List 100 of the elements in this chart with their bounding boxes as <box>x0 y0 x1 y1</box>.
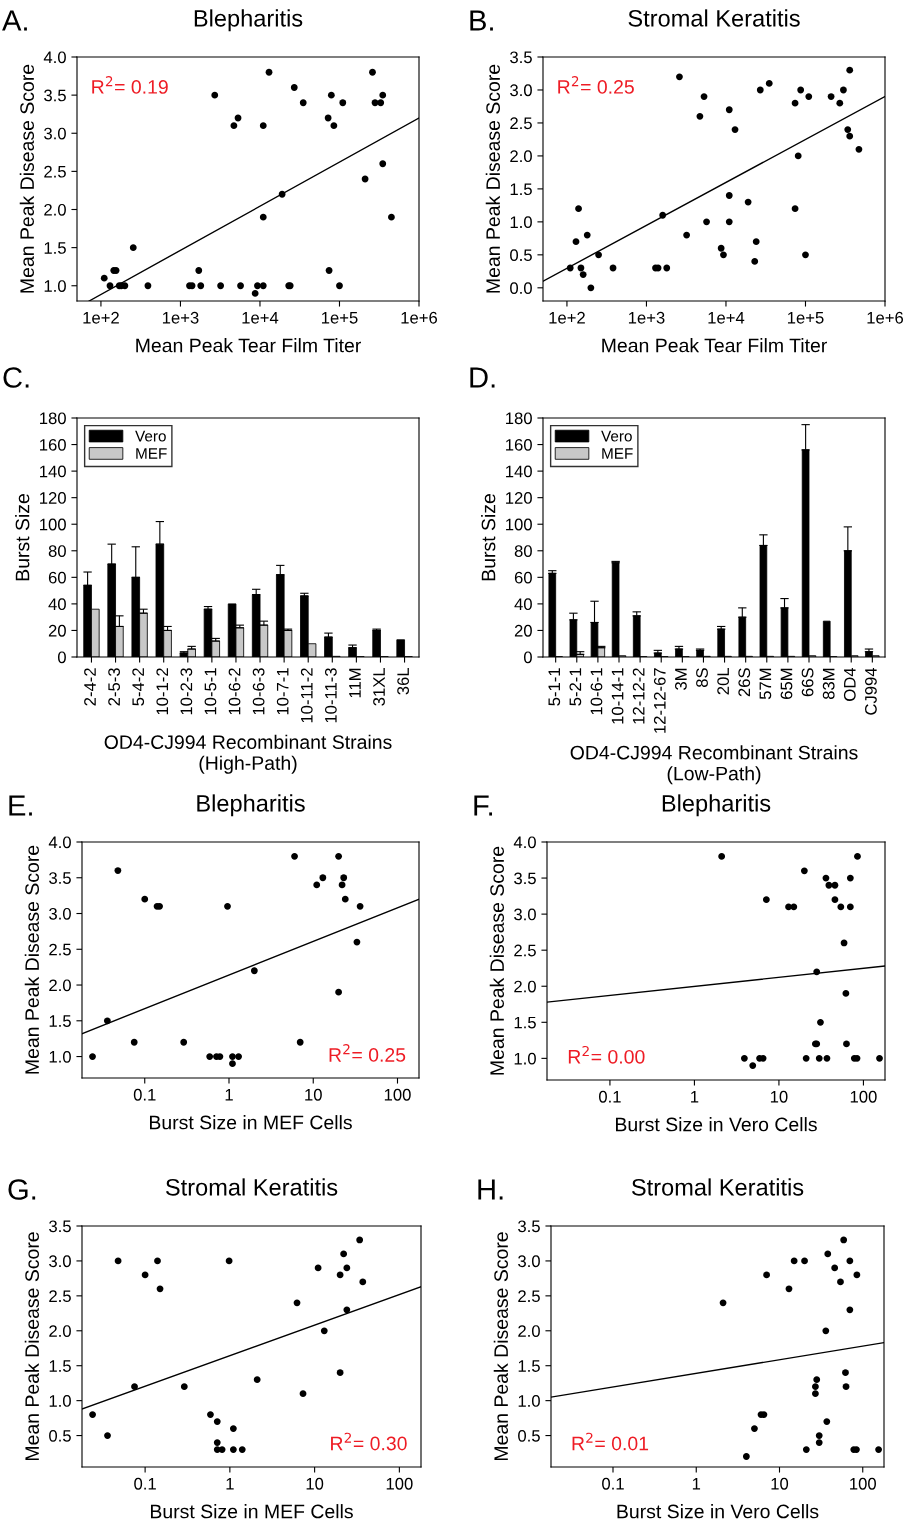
x-tick-label: 12-12-67 <box>653 668 666 733</box>
y-tick-label: 1.5 <box>49 1360 71 1372</box>
legend-label: MEF <box>602 448 633 459</box>
x-axis-title: Burst Size in MEF Cells <box>149 1115 352 1130</box>
y-tick-label: 20 <box>48 624 66 637</box>
y-tick-label: 2.0 <box>49 1325 71 1337</box>
x-tick-label: 20L <box>717 667 730 695</box>
x-axis-title: Mean Peak Tear Film Titer <box>136 338 361 353</box>
y-tick-label: 1.5 <box>49 1015 71 1027</box>
annotation: R$^{2}$= 0.25 <box>329 1044 406 1062</box>
x-tick-label: 10 <box>306 1477 324 1490</box>
text: E. <box>9 795 32 816</box>
x-tick-label: 26S <box>738 668 751 697</box>
y-tick-label: 3.0 <box>510 84 532 97</box>
text: B. <box>470 10 493 31</box>
x-axis-title: OD4-CJ994 Recombinant Strains (Low-Path) <box>570 745 858 785</box>
annotation: R$^{2}$= 0.19 <box>92 76 168 94</box>
x-tick-label: 1e+3 <box>162 311 199 324</box>
x-tick-label: 2-5-3 <box>108 668 121 706</box>
x-tick-label: 1e+2 <box>83 311 119 324</box>
x-tick-label: 3M <box>675 668 687 690</box>
x-axis-title: Burst Size in MEF Cells <box>150 1504 353 1519</box>
y-tick-label: 40 <box>48 598 66 611</box>
x-tick-label: 2-4-2 <box>84 668 96 706</box>
y-tick-label: 1.5 <box>518 1360 540 1372</box>
y-tick-label: 160 <box>40 438 66 451</box>
y-tick-label: 1.0 <box>518 1395 540 1407</box>
y-tick-label: 1.5 <box>44 242 66 254</box>
y-tick-label: 80 <box>514 545 532 557</box>
x-tick-label: 1e+5 <box>787 312 824 324</box>
x-tick-label: 8S <box>696 668 708 688</box>
chart-title: Blepharitis <box>662 794 771 817</box>
x-tick-label: 100 <box>850 1477 876 1490</box>
y-tick-label: 3.5 <box>514 872 536 885</box>
y-tick-label: 3.0 <box>514 908 536 921</box>
x-tick-label: 10-6-2 <box>228 668 241 715</box>
x-tick-label: OD4 <box>843 667 856 701</box>
x-tick-label: 83M <box>822 668 835 700</box>
x-tick-label: 1 <box>225 1089 233 1101</box>
chart-title: Stromal Keratitis <box>628 9 800 27</box>
annotation: R$^{2}$= 0.30 <box>331 1432 407 1451</box>
x-tick-label: 5-4-2 <box>132 668 145 706</box>
x-tick-label: 10-14-1 <box>611 668 624 724</box>
y-tick-label: 0.5 <box>49 1429 71 1442</box>
x-tick-label: 10-5-1 <box>204 668 217 715</box>
y-tick-label: 1.0 <box>514 1052 536 1065</box>
legend-label: Vero <box>135 430 166 442</box>
y-axis-title: Mean Peak Disease Score <box>485 64 501 293</box>
y-tick-label: 80 <box>48 545 66 557</box>
text: H. <box>478 1179 503 1200</box>
y-tick-label: 2.0 <box>49 979 71 992</box>
y-tick-label: 3.5 <box>518 1220 540 1233</box>
y-tick-label: 1.0 <box>49 1050 71 1063</box>
y-tick-label: 120 <box>40 492 66 504</box>
y-tick-label: 3.5 <box>49 1220 71 1233</box>
y-tick-label: 2.5 <box>514 944 536 957</box>
y-tick-label: 3.0 <box>49 907 71 920</box>
x-tick-label: 1e+5 <box>321 312 358 324</box>
x-tick-label: 10-6-3 <box>252 668 265 715</box>
annotation: R$^{2}$= 0.01 <box>572 1432 649 1451</box>
y-tick-label: 3.0 <box>518 1255 540 1268</box>
x-axis-title: OD4-CJ994 Recombinant Strains (High-Path) <box>104 734 392 774</box>
legend-label: Vero <box>601 430 632 442</box>
y-tick-label: 2.5 <box>49 943 71 956</box>
y-tick-label: 60 <box>514 571 532 584</box>
y-axis-title: Burst Size <box>15 494 30 581</box>
x-tick-label: 66S <box>801 668 814 697</box>
chart-title: Blepharitis <box>194 9 303 32</box>
x-tick-label: 10-6-1 <box>590 668 603 715</box>
x-tick-label: 10-1-2 <box>156 668 169 715</box>
x-tick-label: 10 <box>305 1088 322 1101</box>
y-tick-label: 2.0 <box>514 980 536 993</box>
x-tick-label: 0.1 <box>599 1090 621 1103</box>
chart-title: Stromal Keratitis <box>631 1178 804 1196</box>
text: A. <box>2 10 27 31</box>
x-tick-label: 5-1-1 <box>548 668 561 706</box>
y-tick-label: 140 <box>506 465 532 478</box>
annotation: R$^{2}$= 0.00 <box>568 1045 645 1064</box>
text: F. <box>474 795 493 816</box>
x-tick-label: 1 <box>226 1478 234 1490</box>
y-tick-label: 1.0 <box>44 280 66 292</box>
x-tick-label: 11M <box>349 668 361 698</box>
x-tick-label: 1e+2 <box>549 311 585 324</box>
y-tick-label: 140 <box>40 465 66 478</box>
y-tick-label: 3.5 <box>44 89 66 102</box>
x-tick-label: 0.1 <box>134 1477 156 1490</box>
y-axis-title: Mean Peak Disease Score <box>24 845 40 1074</box>
legend-label: MEF <box>136 448 167 459</box>
x-tick-label: 100 <box>386 1477 413 1490</box>
x-tick-label: CJ994 <box>865 667 877 715</box>
y-tick-label: 2.5 <box>44 165 66 178</box>
x-axis-title: Mean Peak Tear Film Titer <box>602 338 827 353</box>
y-tick-label: 1.0 <box>49 1395 71 1407</box>
x-tick-label: 57M <box>759 668 772 700</box>
y-axis-title: Mean Peak Disease Score <box>489 846 505 1075</box>
y-tick-label: 0 <box>523 651 532 664</box>
y-tick-label: 3.5 <box>510 51 532 64</box>
y-tick-label: 60 <box>48 571 66 584</box>
y-tick-label: 2.0 <box>510 150 532 163</box>
y-tick-label: 4.0 <box>43 51 66 64</box>
